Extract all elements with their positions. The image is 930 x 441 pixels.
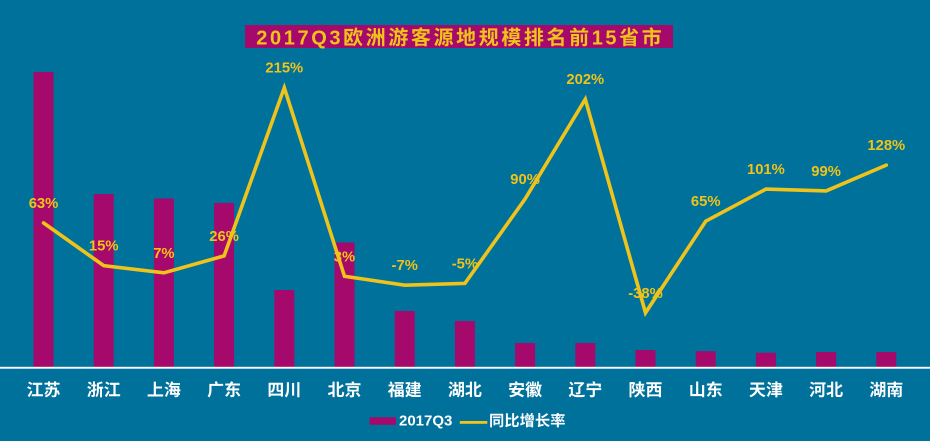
svg-text:3%: 3% (334, 249, 355, 265)
svg-text:128%: 128% (867, 138, 905, 154)
svg-text:-5%: -5% (452, 256, 478, 272)
svg-text:99%: 99% (811, 164, 841, 180)
svg-text:26%: 26% (209, 229, 239, 245)
svg-text:7%: 7% (153, 246, 174, 262)
svg-text:63%: 63% (29, 196, 59, 212)
svg-text:2017Q3: 2017Q3 (256, 28, 343, 50)
svg-text:215%: 215% (265, 61, 303, 77)
svg-text:15: 15 (592, 28, 619, 50)
svg-text:-7%: -7% (392, 258, 418, 274)
svg-text:15%: 15% (89, 239, 119, 255)
svg-text:65%: 65% (691, 194, 721, 210)
svg-text:101%: 101% (747, 162, 785, 178)
svg-text:202%: 202% (566, 72, 604, 88)
svg-text:2017Q3: 2017Q3 (399, 412, 452, 429)
svg-text:90%: 90% (510, 172, 540, 188)
svg-text:-38%: -38% (628, 286, 663, 302)
